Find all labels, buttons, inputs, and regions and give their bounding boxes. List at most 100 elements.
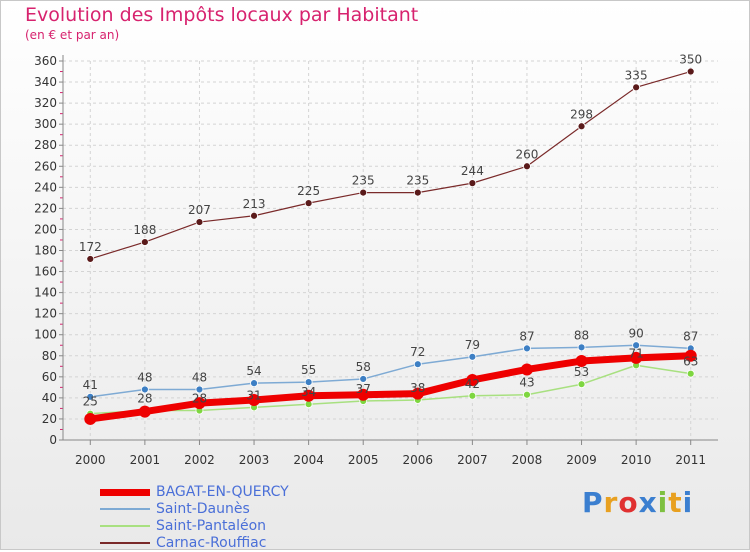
data-label: 63 <box>683 355 698 369</box>
x-tick-label: 2006 <box>403 453 434 467</box>
data-label: 225 <box>297 184 320 198</box>
data-point <box>577 122 586 131</box>
chart-title: Evolution des Impôts locaux par Habitant <box>25 4 419 26</box>
x-tick-label: 2003 <box>239 453 270 467</box>
y-tick-label: 40 <box>42 391 57 405</box>
legend-label: BAGAT-EN-QUERCY <box>156 484 289 500</box>
data-point <box>468 391 477 400</box>
data-label: 207 <box>188 203 211 217</box>
data-point <box>140 238 149 246</box>
data-point <box>140 385 149 394</box>
y-tick-label: 80 <box>42 349 57 363</box>
data-point <box>138 405 151 418</box>
data-label: 90 <box>628 326 643 340</box>
axes <box>59 55 718 445</box>
data-point <box>630 351 643 364</box>
data-point <box>684 349 697 362</box>
data-label: 88 <box>574 328 589 342</box>
data-point <box>523 344 531 353</box>
y-tick-label: 320 <box>34 96 57 110</box>
data-label: 42 <box>465 377 480 391</box>
data-label: 41 <box>83 378 98 392</box>
data-label: 235 <box>406 174 429 188</box>
data-label: 260 <box>516 147 539 161</box>
data-point <box>632 83 641 92</box>
data-labels: 172 188 207 213 225 235 235 244 260 298 335 350 41 48… <box>79 53 702 409</box>
data-label: 335 <box>625 68 648 82</box>
data-label: 172 <box>79 240 102 254</box>
data-point <box>686 369 695 378</box>
data-point <box>359 375 368 383</box>
y-tick-label: 120 <box>34 307 57 321</box>
data-label: 71 <box>628 346 643 360</box>
data-label: 43 <box>519 376 534 390</box>
y-tick-label: 300 <box>34 117 57 131</box>
data-label: 87 <box>519 329 534 343</box>
y-tick-label: 140 <box>34 286 57 300</box>
data-label: 55 <box>301 363 316 377</box>
data-label: 53 <box>574 365 589 379</box>
proxiti-logo: Proxiti <box>582 486 694 519</box>
data-label: 72 <box>410 345 425 359</box>
x-tick-label: 2001 <box>130 453 161 467</box>
x-tick-label: 2010 <box>621 453 652 467</box>
data-point <box>520 363 533 376</box>
x-tick-label: 2007 <box>457 453 488 467</box>
data-label: 54 <box>246 364 261 378</box>
y-tick-label: 20 <box>42 412 57 426</box>
legend-swatch <box>100 525 150 527</box>
data-label: 350 <box>679 53 702 67</box>
data-point <box>84 412 97 425</box>
y-tick-label: 200 <box>34 222 57 236</box>
y-tick-label: 0 <box>49 433 57 447</box>
data-point <box>195 385 204 394</box>
data-label: 188 <box>133 223 156 237</box>
legend-swatch <box>100 508 150 510</box>
data-point <box>302 389 315 402</box>
y-tick-label: 240 <box>34 180 57 194</box>
data-point <box>413 188 422 197</box>
data-label: 25 <box>83 395 98 409</box>
series-line <box>89 70 692 260</box>
data-points <box>84 67 697 425</box>
data-label: 235 <box>352 174 375 188</box>
data-point <box>86 392 95 401</box>
grid-lines <box>63 60 718 441</box>
series-line <box>89 344 692 398</box>
y-tick-label: 260 <box>34 159 57 173</box>
x-tick-label: 2008 <box>512 453 543 467</box>
data-point <box>468 179 477 188</box>
data-point <box>248 393 261 406</box>
data-point <box>357 388 370 401</box>
y-tick-label: 180 <box>34 244 57 258</box>
data-label: 28 <box>192 392 207 406</box>
data-point <box>523 162 531 171</box>
data-label: 58 <box>356 360 371 374</box>
data-label: 48 <box>137 370 152 384</box>
series-line <box>89 364 692 415</box>
data-label: 31 <box>246 388 261 402</box>
legend-label: Saint-Pantaléon <box>156 518 267 534</box>
y-tick-label: 220 <box>34 201 57 215</box>
data-label: 213 <box>243 197 266 211</box>
data-point <box>411 387 424 400</box>
data-label: 28 <box>137 392 152 406</box>
data-point <box>86 255 95 263</box>
data-point <box>193 397 206 410</box>
legend-swatch <box>100 488 150 496</box>
data-point <box>359 188 368 197</box>
x-tick-label: 2005 <box>348 453 379 467</box>
data-label: 48 <box>192 370 207 384</box>
data-point <box>250 379 258 388</box>
data-point <box>304 199 313 208</box>
x-tick-label: 2009 <box>566 453 597 467</box>
data-point <box>250 211 258 220</box>
legend-swatch <box>100 542 150 544</box>
tick-labels: 0 20 40 60 80 100 120 140 160 180 200 220 240 260 280 3… <box>34 54 706 467</box>
x-tick-label: 2011 <box>675 453 706 467</box>
data-point <box>413 360 422 369</box>
y-tick-label: 340 <box>34 75 57 89</box>
data-point <box>466 373 479 386</box>
